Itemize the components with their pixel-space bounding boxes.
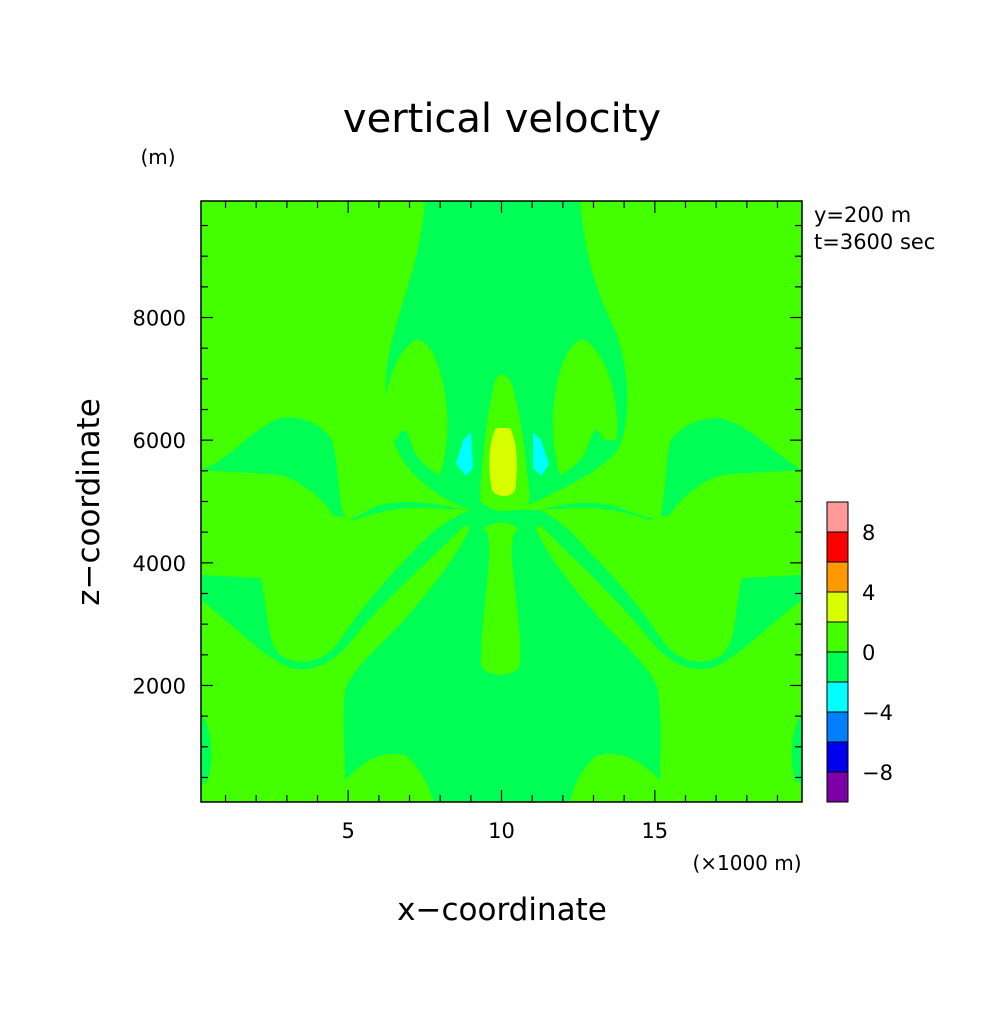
colorbar-swatch [826,771,849,803]
contour-left-edge-sliver [201,715,212,785]
contour-left-arm [201,525,470,802]
chart-title: vertical velocity [343,96,661,142]
annotation-y: y=200 m [814,203,911,227]
colorbar-label: 4 [862,581,875,605]
colorbar-label: −8 [862,761,893,785]
colorbar-swatch [826,621,849,653]
colorbar-swatch [826,651,849,683]
y-axis-label: z−coordinate [71,398,107,606]
contour-right-side-pocket [552,339,618,475]
annotation-t: t=3600 sec [814,230,935,254]
colorbar-label: 8 [862,521,875,545]
y-tick-label: 6000 [133,429,186,453]
colorbar: 8 4 0 −4 −8 [826,501,893,803]
contour-lower-right-lobe [540,470,802,662]
contour-left-downdraft [456,432,473,476]
x-tick-label: 10 [488,819,515,843]
y-tick-label: 8000 [133,307,186,331]
x-tick-labels: 5 10 15 [341,819,668,843]
tick-marks [201,201,802,802]
colorbar-swatch [826,591,849,623]
colorbar-swatch [826,681,849,713]
y-tick-labels: 2000 4000 6000 8000 [133,307,186,699]
x-axis-label: x−coordinate [397,892,607,928]
colorbar-swatch [826,741,849,773]
y-tick-label: 2000 [133,674,186,698]
contour-field [201,201,802,802]
x-tick-label: 15 [641,819,668,843]
colorbar-swatch [826,531,849,563]
contour-right-downdraft [533,432,549,476]
colorbar-label: −4 [862,701,893,725]
contour-lower-left-lobe [201,470,470,662]
colorbar-label: 0 [862,641,875,665]
colorbar-swatch [826,711,849,743]
contour-right-arm [535,525,802,802]
y-unit-label: (m) [140,145,175,169]
contour-bottom-center [343,528,661,802]
colorbar-swatch [826,501,849,533]
contour-lower-center-spike [480,522,521,675]
x-unit-label: (×1000 m) [692,851,801,875]
contour-left-side-pocket [382,339,448,475]
contour-right-edge-sliver [791,715,802,785]
x-tick-label: 5 [341,819,354,843]
y-tick-label: 4000 [133,552,186,576]
colorbar-swatch [826,561,849,593]
contour-core-updraft [489,428,517,496]
